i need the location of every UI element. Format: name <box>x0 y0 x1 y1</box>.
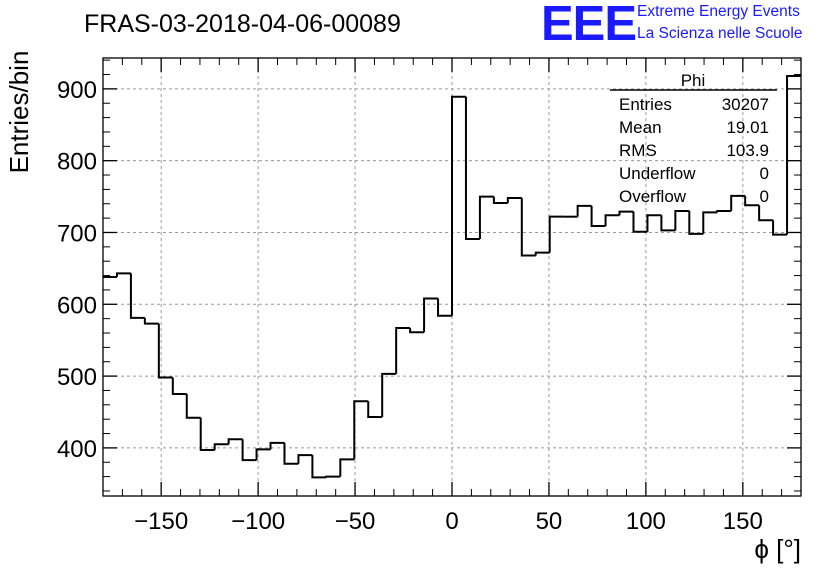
stats-label-underflow: Underflow <box>619 164 696 183</box>
histogram-bin-31 <box>534 251 550 256</box>
stats-value-rms: 103.9 <box>726 141 769 160</box>
histogram-bin-21 <box>395 326 411 374</box>
x-axis-label: ϕ [°] <box>754 534 801 564</box>
histogram-bin-24 <box>437 298 452 317</box>
histogram-bin-47 <box>758 205 774 222</box>
histogram-bin-45 <box>730 194 746 211</box>
histogram-bin-30 <box>520 198 536 257</box>
histogram-bin-36 <box>604 214 620 227</box>
histogram-bin-44 <box>716 209 732 213</box>
histogram-bin-38 <box>632 211 648 233</box>
y-tick-label-0: 400 <box>57 436 97 463</box>
histogram-bin-22 <box>409 327 425 334</box>
histogram-bin-7 <box>199 417 215 452</box>
histogram-bin-40 <box>660 215 676 232</box>
stats-value-mean: 19.01 <box>726 118 769 137</box>
histogram-bin-17 <box>339 458 355 477</box>
y-tick-label-5: 900 <box>57 77 97 104</box>
y-tick-label-3: 700 <box>57 220 97 247</box>
x-tick-label-2: −50 <box>335 508 376 535</box>
histogram-bin-49 <box>786 74 801 235</box>
stats-value-entries: 30207 <box>722 95 769 114</box>
histogram-bin-8 <box>213 443 229 451</box>
histogram-bin-48 <box>772 220 788 236</box>
histogram-bin-28 <box>492 196 508 205</box>
histogram-bin-26 <box>464 96 480 240</box>
histogram-bin-10 <box>241 439 257 462</box>
histogram-bin-6 <box>185 394 201 419</box>
histogram-bin-43 <box>702 211 718 234</box>
histogram-bin-11 <box>255 448 271 461</box>
histogram-bin-29 <box>506 197 522 204</box>
x-tick-label-3: 0 <box>445 508 458 535</box>
histogram-bin-5 <box>171 377 187 396</box>
stats-label-overflow: Overflow <box>619 187 687 206</box>
stats-value-overflow: 0 <box>760 187 769 206</box>
histogram-bin-35 <box>590 205 606 228</box>
x-tick-label-4: 50 <box>536 508 563 535</box>
histogram-bin-14 <box>297 454 313 464</box>
histogram-bin-39 <box>646 214 662 232</box>
histogram-bin-4 <box>157 323 173 379</box>
histogram-bin-9 <box>227 438 243 445</box>
y-tick-label-2: 600 <box>57 292 97 319</box>
histogram-bin-42 <box>688 210 704 235</box>
histogram-bin-2 <box>129 273 145 319</box>
histogram-bin-46 <box>744 195 760 207</box>
stats-label-entries: Entries <box>619 95 672 114</box>
histogram-bin-32 <box>548 215 564 253</box>
histogram-bin-18 <box>353 400 369 460</box>
histogram-bin-19 <box>367 401 383 419</box>
x-tick-label-6: 150 <box>723 508 763 535</box>
axes: −150 −100 −50 0 50 100 150 400 500 600 700 800 900 <box>57 57 802 535</box>
eee-logo: EEE <box>541 0 637 51</box>
logo-caption-line-2: La Scienza nelle Scuole <box>637 25 803 42</box>
x-tick-label-0: −150 <box>134 508 188 535</box>
histogram-bin-23 <box>423 297 439 333</box>
plot-title: FRAS-03-2018-04-06-00089 <box>84 10 401 38</box>
stats-label-rms: RMS <box>619 141 657 160</box>
histogram-bin-34 <box>576 204 592 217</box>
x-tick-label-1: −100 <box>231 508 285 535</box>
logo-caption-line-1: Extreme Energy Events <box>637 3 800 20</box>
histogram-bin-37 <box>618 210 634 216</box>
histogram-bin-27 <box>478 195 494 239</box>
x-tick-label-5: 100 <box>626 508 666 535</box>
y-tick-label-4: 800 <box>57 149 97 176</box>
histogram-bin-3 <box>143 317 159 325</box>
histogram-bin-15 <box>311 455 327 479</box>
stats-box: Phi Entries 30207 Mean 19.01 RMS 103.9 U… <box>610 71 777 206</box>
histogram-bin-20 <box>381 372 397 418</box>
histogram-bin-41 <box>674 209 690 231</box>
histogram-bin-16 <box>325 475 341 478</box>
histogram-bin-1 <box>115 272 131 277</box>
histogram-bin-12 <box>269 441 285 450</box>
histogram-bin-25 <box>451 95 466 316</box>
stats-value-underflow: 0 <box>760 164 769 183</box>
stats-label-mean: Mean <box>619 118 662 137</box>
stats-title: Phi <box>681 71 706 90</box>
y-tick-label-1: 500 <box>57 364 97 391</box>
histogram-series <box>103 74 801 479</box>
histogram-bin-13 <box>283 442 299 465</box>
y-axis-label: Entries/bin <box>4 51 34 174</box>
